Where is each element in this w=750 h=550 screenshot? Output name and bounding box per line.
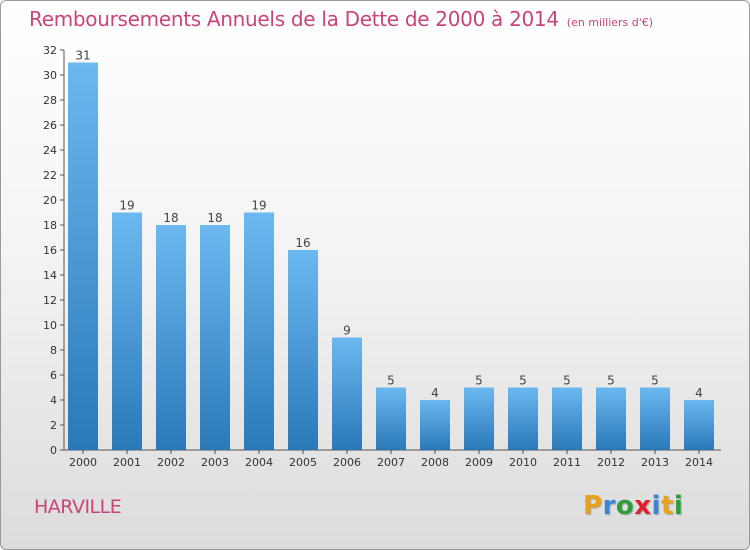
x-tick-label: 2001 bbox=[113, 456, 141, 469]
x-tick-label: 2000 bbox=[69, 456, 97, 469]
data-label: 5 bbox=[563, 374, 571, 388]
x-tick-label: 2009 bbox=[465, 456, 493, 469]
x-tick-label: 2005 bbox=[289, 456, 317, 469]
bar-2009 bbox=[464, 387, 494, 450]
y-tick-label: 32 bbox=[43, 44, 57, 57]
bar-2002 bbox=[156, 225, 186, 450]
logo-letter: x bbox=[634, 491, 652, 521]
logo-letter: t bbox=[660, 491, 674, 521]
bar-2008 bbox=[420, 400, 450, 450]
bar-2005 bbox=[288, 250, 318, 450]
y-tick-label: 12 bbox=[43, 294, 57, 307]
bar-2014 bbox=[684, 400, 714, 450]
chart-title: Remboursements Annuels de la Dette de 20… bbox=[29, 7, 559, 31]
y-tick-label: 26 bbox=[43, 119, 57, 132]
logo-letter: r bbox=[602, 491, 616, 521]
bar-2001 bbox=[112, 212, 142, 450]
logo-letter: P bbox=[583, 491, 603, 521]
x-tick-label: 2014 bbox=[685, 456, 713, 469]
x-tick-label: 2013 bbox=[641, 456, 669, 469]
data-label: 19 bbox=[251, 199, 266, 213]
x-tick-label: 2012 bbox=[597, 456, 625, 469]
y-tick-label: 2 bbox=[50, 419, 57, 432]
bar-2010 bbox=[508, 387, 538, 450]
x-tick-label: 2007 bbox=[377, 456, 405, 469]
data-label: 31 bbox=[75, 49, 90, 63]
data-label: 16 bbox=[295, 236, 310, 250]
bar-2007 bbox=[376, 387, 406, 450]
y-tick-label: 28 bbox=[43, 94, 57, 107]
logo-letter: i bbox=[673, 491, 684, 521]
y-tick-label: 16 bbox=[43, 244, 57, 257]
bar-2011 bbox=[552, 387, 582, 450]
data-label: 4 bbox=[431, 386, 439, 400]
data-label: 9 bbox=[343, 324, 351, 338]
x-tick-label: 2008 bbox=[421, 456, 449, 469]
data-label: 18 bbox=[207, 211, 222, 225]
y-tick-label: 22 bbox=[43, 169, 57, 182]
y-tick-label: 10 bbox=[43, 319, 57, 332]
x-tick-label: 2011 bbox=[553, 456, 581, 469]
logo-letter: i bbox=[651, 491, 661, 521]
x-tick-label: 2004 bbox=[245, 456, 273, 469]
y-tick-label: 6 bbox=[50, 369, 57, 382]
y-tick-label: 8 bbox=[50, 344, 57, 357]
x-axis: 2000 2001 2002 2003 2004 2005 2006 2007 2008 2009… bbox=[64, 449, 721, 469]
logo-letter: o bbox=[615, 491, 635, 521]
title-row: Remboursements Annuels de la Dette de 20… bbox=[29, 7, 653, 31]
data-labels: 31 19 18 18 19 16 9 5 4 5 5 5 5 5 4 bbox=[75, 49, 702, 401]
proxiti-logo: Proxiti bbox=[583, 491, 683, 521]
data-label: 19 bbox=[119, 199, 134, 213]
chart-subtitle: (en milliers d'€) bbox=[566, 16, 654, 29]
x-tick-label: 2010 bbox=[509, 456, 537, 469]
data-label: 5 bbox=[475, 374, 483, 388]
bar-2003 bbox=[200, 225, 230, 450]
data-label: 5 bbox=[387, 374, 395, 388]
bar-2012 bbox=[596, 387, 626, 450]
data-label: 18 bbox=[163, 211, 178, 225]
data-label: 5 bbox=[519, 374, 527, 388]
x-tick-label: 2006 bbox=[333, 456, 361, 469]
y-tick-label: 30 bbox=[43, 69, 57, 82]
data-label: 5 bbox=[607, 374, 615, 388]
y-tick-label: 18 bbox=[43, 219, 57, 232]
bar-2004 bbox=[244, 212, 274, 450]
bar-2013 bbox=[640, 387, 670, 450]
y-tick-label: 14 bbox=[43, 269, 57, 282]
x-tick-label: 2002 bbox=[157, 456, 185, 469]
x-tick-label: 2003 bbox=[201, 456, 229, 469]
commune-name: HARVILLE bbox=[34, 496, 122, 518]
data-label: 4 bbox=[695, 386, 703, 400]
bar-2000 bbox=[68, 62, 98, 450]
y-tick-label: 24 bbox=[43, 144, 57, 157]
y-tick-label: 4 bbox=[50, 394, 57, 407]
y-tick-label: 20 bbox=[43, 194, 57, 207]
data-label: 5 bbox=[651, 374, 659, 388]
bar-2006 bbox=[332, 337, 362, 450]
y-tick-label: 0 bbox=[50, 444, 57, 457]
bars bbox=[68, 62, 714, 450]
